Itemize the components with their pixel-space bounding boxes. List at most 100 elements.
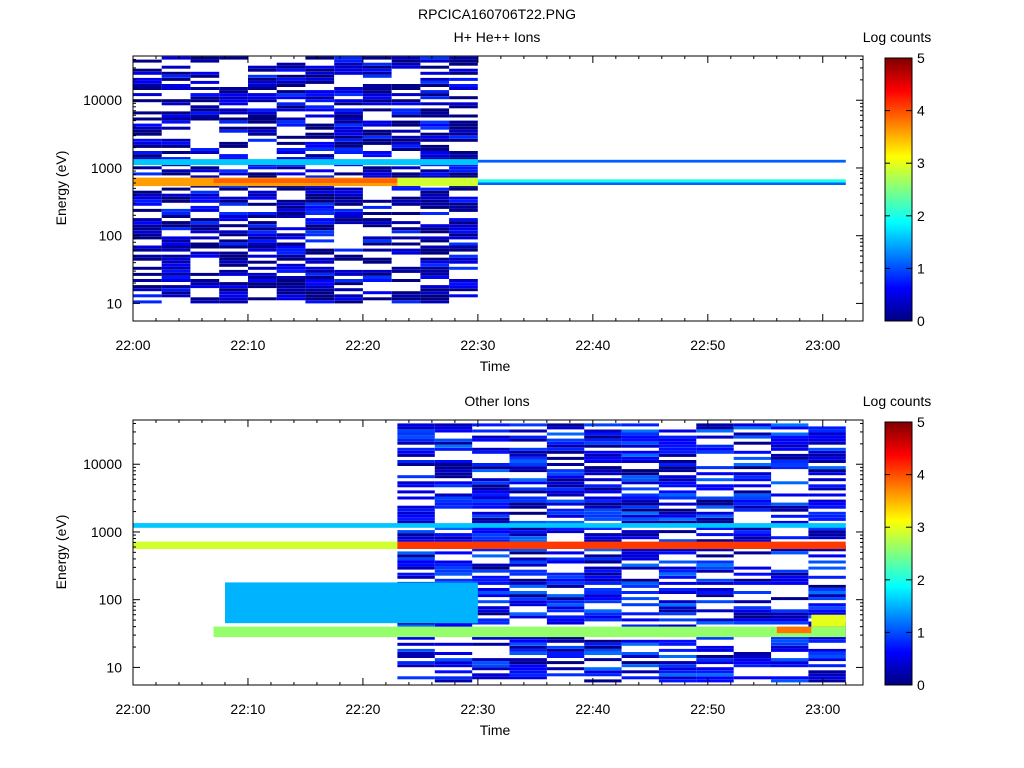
heatmap-cell: [733, 664, 772, 668]
heatmap-cell: [305, 300, 335, 304]
heatmap-cell: [584, 533, 622, 537]
heatmap-cell: [276, 187, 306, 191]
heatmap-cell: [305, 266, 335, 270]
heatmap-cell: [434, 444, 473, 448]
heatmap-cell: [546, 575, 585, 579]
heatmap-cell: [771, 505, 809, 509]
heatmap-cell: [733, 536, 772, 540]
heatmap-cell: [133, 285, 162, 289]
heatmap-cell: [420, 187, 450, 191]
heatmap-cell: [362, 224, 392, 228]
heatmap-cell: [276, 148, 306, 151]
heatmap-cell: [658, 560, 697, 564]
heatmap-cell: [658, 493, 697, 497]
heatmap-cell: [584, 496, 622, 500]
heatmap-cell: [391, 144, 421, 148]
heatmap-band: [213, 178, 398, 183]
heatmap-cell: [397, 655, 435, 658]
heatmap-cell: [248, 196, 277, 200]
heatmap-cell: [658, 511, 697, 515]
heatmap-cell: [362, 272, 392, 276]
heatmap-cell: [219, 245, 248, 249]
heatmap-cell: [771, 621, 809, 625]
heatmap-cell: [248, 65, 277, 69]
heatmap-cell: [696, 484, 734, 488]
x-tick-label: 23:00: [805, 337, 840, 353]
heatmap-cell: [248, 215, 277, 218]
heatmap-cell: [472, 487, 510, 491]
heatmap-cell: [449, 233, 478, 237]
heatmap-cell: [733, 499, 772, 503]
heatmap-cell: [733, 508, 772, 512]
heatmap-cell: [434, 551, 473, 555]
heatmap-cell: [397, 511, 435, 515]
heatmap-cell: [420, 169, 450, 173]
heatmap-cell: [509, 584, 547, 588]
heatmap-cell: [696, 478, 734, 482]
heatmap-cell: [219, 288, 248, 292]
heatmap-cell: [391, 230, 421, 234]
heatmap-cell: [658, 581, 697, 585]
heatmap-cell: [161, 221, 191, 225]
heatmap-cell: [546, 530, 585, 534]
heatmap-cell: [771, 648, 809, 652]
heatmap-cell: [472, 548, 510, 552]
heatmap-cell: [420, 245, 450, 249]
heatmap-cell: [449, 59, 478, 63]
heatmap-cell: [733, 450, 772, 454]
heatmap-cell: [190, 74, 220, 78]
heatmap-cell: [546, 609, 585, 613]
heatmap-cell: [248, 120, 277, 124]
heatmap-cell: [334, 202, 363, 206]
heatmap-cell: [305, 294, 335, 298]
heatmap-cell: [305, 224, 335, 228]
heatmap-cell: [584, 600, 622, 604]
heatmap-cell: [509, 664, 547, 668]
heatmap-cell: [546, 597, 585, 601]
heatmap-cell: [161, 141, 191, 145]
heatmap-cell: [391, 120, 421, 124]
heatmap-cell: [771, 460, 809, 463]
heatmap-cell: [397, 508, 435, 512]
heatmap-cell: [658, 438, 697, 442]
heatmap-cell: [584, 484, 622, 488]
heatmap-cell: [771, 432, 809, 436]
heatmap-cell: [658, 514, 697, 518]
heatmap-cell: [248, 117, 277, 121]
heatmap-cell: [362, 276, 392, 279]
heatmap-cell: [733, 472, 772, 476]
heatmap-cell: [276, 105, 306, 109]
heatmap-cell: [305, 212, 335, 215]
heatmap-cell: [248, 84, 277, 87]
heatmap-cell: [190, 114, 220, 118]
panel2-heatmap: [133, 423, 846, 683]
heatmap-cell: [658, 572, 697, 576]
heatmap-cell: [658, 444, 697, 448]
heatmap-cell: [696, 566, 734, 570]
heatmap-cell: [696, 618, 734, 622]
heatmap-cell: [696, 514, 734, 518]
colorbar-tick-label: 3: [917, 519, 925, 535]
heatmap-cell: [133, 230, 162, 234]
heatmap-cell: [219, 93, 248, 97]
heatmap-cell: [546, 487, 585, 491]
heatmap-cell: [472, 569, 510, 573]
heatmap-cell: [472, 618, 510, 622]
heatmap-cell: [420, 272, 450, 276]
heatmap-cell: [621, 584, 659, 588]
heatmap-cell: [305, 227, 335, 231]
heatmap-cell: [472, 438, 510, 442]
heatmap-cell: [584, 453, 622, 457]
heatmap-cell: [420, 96, 450, 100]
heatmap-cell: [434, 481, 473, 485]
heatmap-cell: [190, 242, 220, 246]
heatmap-cell: [391, 166, 421, 170]
heatmap-cell: [397, 517, 435, 521]
heatmap-cell: [362, 248, 392, 252]
heatmap-cell: [546, 560, 585, 564]
panel2-colorbar-label: Log counts: [863, 393, 932, 409]
heatmap-cell: [248, 80, 277, 84]
x-tick-label: 22:50: [690, 701, 725, 717]
heatmap-cell: [808, 502, 846, 506]
heatmap-cell: [584, 597, 622, 601]
